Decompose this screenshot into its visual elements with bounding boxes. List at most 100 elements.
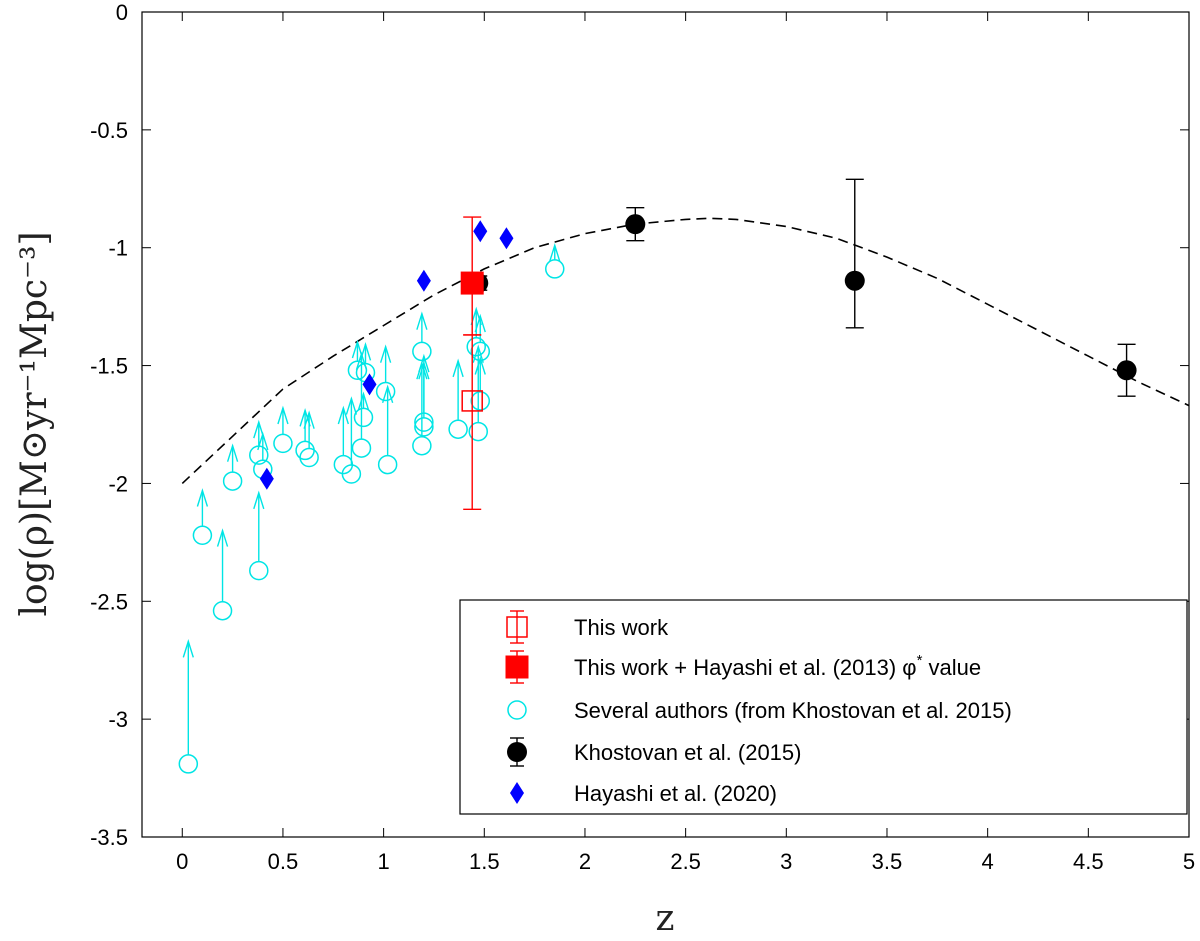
x-tick-label: 1.5 — [469, 849, 500, 874]
arrow-head — [355, 351, 368, 370]
data-point — [222, 471, 243, 491]
upper-limit-arrow — [253, 490, 265, 562]
legend-label: This work + Hayashi et al. (2013) φ* val… — [574, 652, 981, 680]
upper-limit-arrow — [351, 339, 364, 362]
error-bar — [626, 206, 645, 242]
arrow-head — [418, 360, 430, 380]
data-point — [347, 360, 368, 381]
data-point — [178, 754, 199, 774]
upper-limit-arrow — [253, 419, 265, 447]
x-tick-label: 0.5 — [268, 849, 299, 874]
x-tick-label: 5 — [1183, 849, 1195, 874]
legend-label: Khostovan et al. (2015) — [574, 740, 801, 765]
data-point — [249, 560, 269, 581]
x-tick-label: 4 — [982, 849, 994, 874]
series-several-authors-from-khostovan-et-al-2015 — [178, 243, 565, 774]
legend-marker — [505, 655, 529, 679]
upper-limit-arrow — [196, 488, 209, 527]
y-tick-label: 0 — [116, 0, 128, 25]
data-point — [545, 259, 565, 279]
x-tick-label: 1 — [377, 849, 389, 874]
x-ticks: 0 0.5 1 1.5 2 2.5 3 3.5 4 4.5 5 — [176, 12, 1195, 874]
upper-limit-arrow — [257, 431, 269, 461]
data-point — [341, 464, 362, 484]
x-tick-label: 2 — [579, 849, 591, 874]
legend-entry: Hayashi et al. (2020) — [510, 781, 777, 806]
data-point — [273, 433, 293, 454]
legend-marker — [510, 782, 524, 804]
arrow-head — [472, 344, 484, 363]
data-point — [412, 435, 432, 456]
legend-label: Hayashi et al. (2020) — [574, 781, 777, 806]
arrow-head — [253, 490, 265, 510]
data-point — [377, 454, 398, 475]
legend-entry: Khostovan et al. (2015) — [507, 737, 801, 767]
upper-limit-arrow — [452, 358, 464, 421]
y-axis-title: log(ρ)[M⊙yr⁻¹Mpc⁻³] — [14, 231, 55, 616]
upper-limit-arrow — [359, 342, 372, 364]
y-tick-label: -1 — [108, 236, 128, 261]
legend-entry: This work — [506, 610, 669, 644]
fit-curve — [181, 217, 1190, 484]
arrow-head — [379, 344, 392, 363]
y-tick-label: -2.5 — [90, 589, 128, 614]
data-point — [448, 419, 468, 439]
upper-limit-arrow — [474, 313, 486, 343]
data-point — [259, 467, 274, 490]
arrow-head — [253, 419, 265, 439]
upper-limit-arrow — [418, 360, 430, 418]
upper-limit-arrow — [226, 443, 239, 473]
data-point — [353, 407, 374, 428]
arrow-head — [416, 311, 428, 330]
arrow-head — [257, 431, 269, 451]
upper-limit-arrow — [381, 384, 394, 456]
legend-entry: Several authors (from Khostovan et al. 2… — [507, 698, 1012, 723]
arrow-head — [216, 528, 229, 547]
data-point — [362, 373, 377, 396]
legend: This work This work + Hayashi et al. (201… — [459, 599, 1188, 815]
arrow-head — [277, 405, 289, 425]
arrow-head — [351, 339, 364, 359]
x-tick-label: 4.5 — [1073, 849, 1104, 874]
legend-marker — [507, 742, 527, 762]
upper-limit-arrow — [416, 311, 428, 343]
upper-limit-arrow — [345, 396, 358, 465]
x-tick-label: 2.5 — [670, 849, 701, 874]
data-point — [212, 600, 233, 621]
arrow-head — [196, 488, 209, 507]
data-point — [499, 227, 514, 250]
upper-limit-arrow — [303, 410, 315, 449]
legend-entry: This work + Hayashi et al. (2013) φ* val… — [505, 650, 981, 684]
legend-marker — [507, 700, 527, 720]
x-tick-label: 0 — [176, 849, 188, 874]
marks — [178, 178, 1137, 774]
legend-box — [459, 599, 1188, 815]
upper-limit-arrow — [379, 344, 392, 383]
arrow-head — [303, 410, 315, 429]
arrow-head — [337, 405, 350, 425]
y-ticks: 0 -0.5 -1 -1.5 -2 -2.5 -3 -3.5 — [90, 0, 1189, 850]
x-tick-label: 3.5 — [872, 849, 903, 874]
data-point — [473, 220, 488, 243]
y-tick-label: -3.5 — [90, 825, 128, 850]
arrow-head — [226, 443, 239, 462]
arrow-head — [182, 639, 194, 658]
legend-label: Several authors (from Khostovan et al. 2… — [574, 698, 1012, 723]
data-point — [416, 269, 431, 292]
upper-limit-arrow — [337, 405, 350, 456]
y-tick-label: -0.5 — [90, 118, 128, 143]
upper-limit-arrow — [357, 391, 370, 411]
upper-limit-arrow — [355, 351, 368, 440]
y-tick-label: -2 — [108, 471, 128, 496]
upper-limit-arrow — [549, 243, 561, 262]
data-point — [414, 417, 434, 437]
arrow-head — [357, 391, 370, 411]
data-point — [375, 381, 396, 402]
data-point — [470, 391, 491, 411]
error-bar — [845, 178, 864, 329]
x-axis-title: z — [656, 898, 675, 939]
series-hayashi-et-al-2020 — [259, 220, 514, 490]
legend-label: This work — [574, 615, 669, 640]
arrow-head — [418, 353, 430, 373]
